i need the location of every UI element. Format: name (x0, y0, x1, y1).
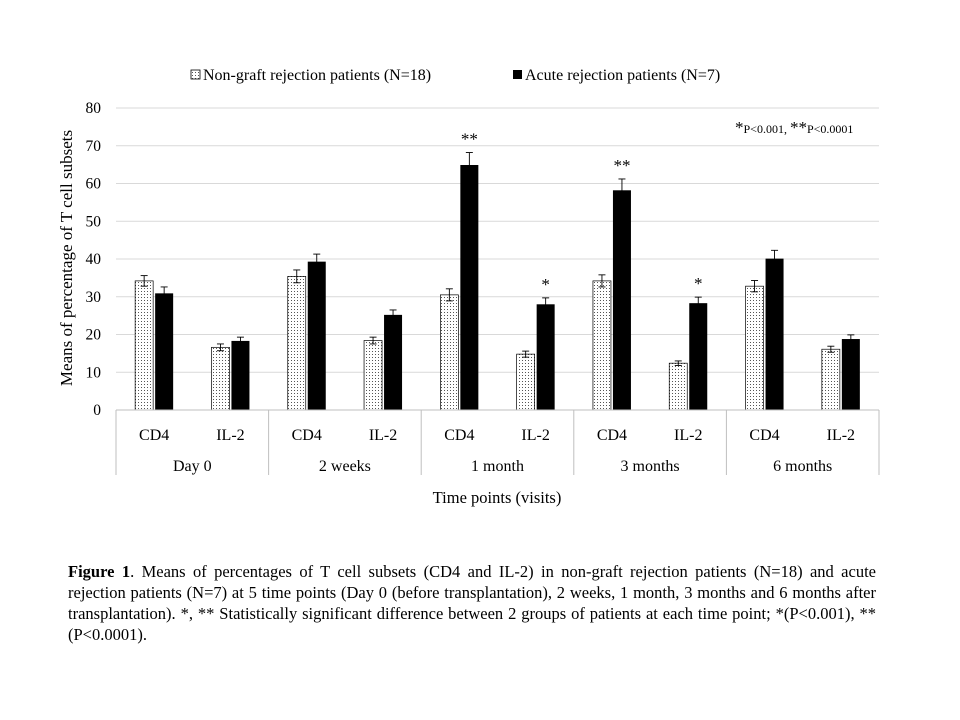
y-tick-label: 50 (86, 213, 102, 230)
significance-note: *P<0.001, **P<0.0001 (735, 118, 853, 137)
x-axis-label: Time points (visits) (433, 488, 562, 507)
x-group-label: 3 months (621, 458, 680, 475)
x-group-label: 6 months (773, 458, 832, 475)
bar (745, 285, 764, 411)
significance-marker: ** (613, 156, 630, 175)
bar (231, 340, 250, 410)
bar (440, 294, 459, 411)
significance-text-1: P<0.001, (744, 122, 790, 136)
caption-text: . Means of percentages of T cell subsets… (68, 562, 876, 644)
x-subcategory-label: IL-2 (674, 427, 702, 444)
y-tick-label: 60 (86, 176, 102, 193)
y-tick-label: 30 (86, 289, 102, 306)
significance-marker: * (541, 275, 550, 294)
x-subcategory-label: CD4 (749, 427, 779, 444)
bar (384, 314, 403, 410)
significance-star-1: * (735, 118, 744, 137)
x-subcategory-label: CD4 (597, 427, 627, 444)
significance-marker: * (694, 274, 703, 293)
significance-marker: ** (461, 130, 478, 149)
x-group-label: Day 0 (173, 458, 212, 475)
x-group-label: 2 weeks (319, 458, 371, 475)
bar (841, 339, 860, 410)
bar (307, 261, 326, 410)
x-group-label: 1 month (471, 458, 524, 475)
bar (363, 340, 383, 411)
y-axis-ticks: 0 10 20 30 40 50 60 70 80 (86, 100, 102, 419)
x-subcategory-label: CD4 (444, 427, 474, 444)
legend-swatch-non-graft (190, 69, 201, 80)
y-tick-label: 80 (86, 100, 102, 117)
gridlines (116, 107, 879, 411)
significance-star-2: ** (790, 118, 807, 137)
bar (592, 280, 612, 411)
legend-label-non-graft: Non-graft rejection patients (N=18) (203, 67, 431, 84)
bar (821, 348, 841, 411)
bar (668, 362, 688, 411)
bars: ****** (134, 130, 860, 411)
bar (155, 293, 174, 410)
bar (612, 190, 631, 410)
significance-text-2: P<0.0001 (807, 122, 853, 136)
bar (516, 353, 536, 411)
bar (536, 304, 555, 410)
y-tick-label: 70 (86, 138, 102, 155)
x-subcategory-label: IL-2 (216, 427, 244, 444)
x-subcategory-label: IL-2 (827, 427, 855, 444)
legend-label-acute: Acute rejection patients (N=7) (525, 67, 720, 84)
bar (689, 303, 708, 410)
y-tick-label: 0 (93, 402, 101, 419)
bar (211, 346, 230, 411)
bar (460, 165, 479, 410)
caption-label: Figure 1 (68, 562, 131, 581)
bar (287, 276, 307, 411)
bar (765, 258, 784, 410)
y-tick-label: 20 (86, 327, 102, 344)
y-axis-label: Means of percentage of T cell subsets (57, 130, 76, 386)
y-tick-label: 10 (86, 364, 102, 381)
x-subcategory-label: CD4 (139, 427, 169, 444)
y-tick-label: 40 (86, 251, 102, 268)
x-subcategory-label: IL-2 (521, 427, 549, 444)
x-subcategory-label: CD4 (292, 427, 322, 444)
figure-caption: Figure 1. Means of percentages of T cell… (68, 561, 876, 645)
legend: Non-graft rejection patients (N=18) Acut… (190, 67, 720, 84)
legend-swatch-acute (513, 70, 522, 79)
x-subcategory-label: IL-2 (369, 427, 397, 444)
bar (134, 280, 154, 411)
